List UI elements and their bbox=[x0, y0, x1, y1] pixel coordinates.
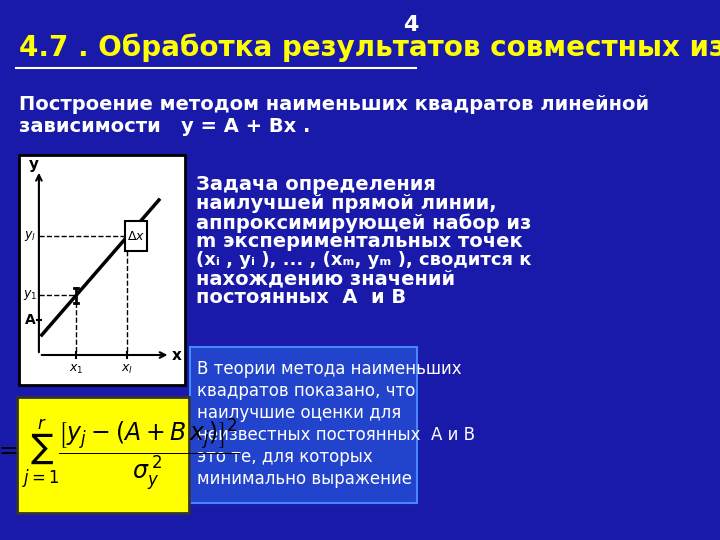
FancyBboxPatch shape bbox=[17, 397, 189, 513]
Text: наилучшие оценки для: наилучшие оценки для bbox=[197, 404, 401, 422]
Text: y: y bbox=[30, 158, 40, 172]
Text: $\Delta x$: $\Delta x$ bbox=[127, 230, 145, 242]
Text: $x_l$: $x_l$ bbox=[122, 362, 133, 375]
Text: Построение методом наименьших квадратов линейной
зависимости   y = A + Bx .: Построение методом наименьших квадратов … bbox=[19, 95, 649, 136]
Text: минимально выражение: минимально выражение bbox=[197, 470, 412, 488]
Text: m экспериментальных точек: m экспериментальных точек bbox=[196, 232, 523, 251]
Text: это те, для которых: это те, для которых bbox=[197, 448, 372, 466]
Text: нахождению значений: нахождению значений bbox=[196, 269, 455, 288]
Text: (xᵢ , yᵢ ), ... , (xₘ, yₘ ), сводится к: (xᵢ , yᵢ ), ... , (xₘ, yₘ ), сводится к bbox=[196, 251, 531, 269]
Text: 4.7 . Обработка результатов совместных измерений: 4.7 . Обработка результатов совместных и… bbox=[19, 33, 720, 62]
Text: квадратов показано, что: квадратов показано, что bbox=[197, 382, 415, 400]
Bar bbox=[125, 221, 148, 251]
Text: 4: 4 bbox=[402, 15, 418, 35]
Text: наилучшей прямой линии,: наилучшей прямой линии, bbox=[196, 194, 497, 213]
Text: Задача определения: Задача определения bbox=[196, 175, 436, 194]
Text: x: x bbox=[172, 348, 182, 362]
Text: A: A bbox=[25, 313, 36, 327]
Text: постоянных  А  и B: постоянных А и B bbox=[196, 288, 406, 307]
Text: $x_1$: $x_1$ bbox=[69, 362, 84, 375]
Text: $\chi^2 = \sum_{j=1}^{r} \dfrac{\left[y_j - (A + B\,x_j)\right]^2}{\sigma_y^{\,2: $\chi^2 = \sum_{j=1}^{r} \dfrac{\left[y_… bbox=[0, 417, 240, 493]
FancyBboxPatch shape bbox=[19, 155, 184, 385]
Text: неизвестных постоянных  А и B: неизвестных постоянных А и B bbox=[197, 426, 474, 444]
Text: аппроксимирующей набор из: аппроксимирующей набор из bbox=[196, 213, 531, 233]
Text: $y_1$: $y_1$ bbox=[22, 288, 37, 302]
FancyBboxPatch shape bbox=[190, 347, 417, 503]
Text: В теории метода наименьших: В теории метода наименьших bbox=[197, 360, 462, 378]
Text: $y_l$: $y_l$ bbox=[24, 229, 36, 243]
